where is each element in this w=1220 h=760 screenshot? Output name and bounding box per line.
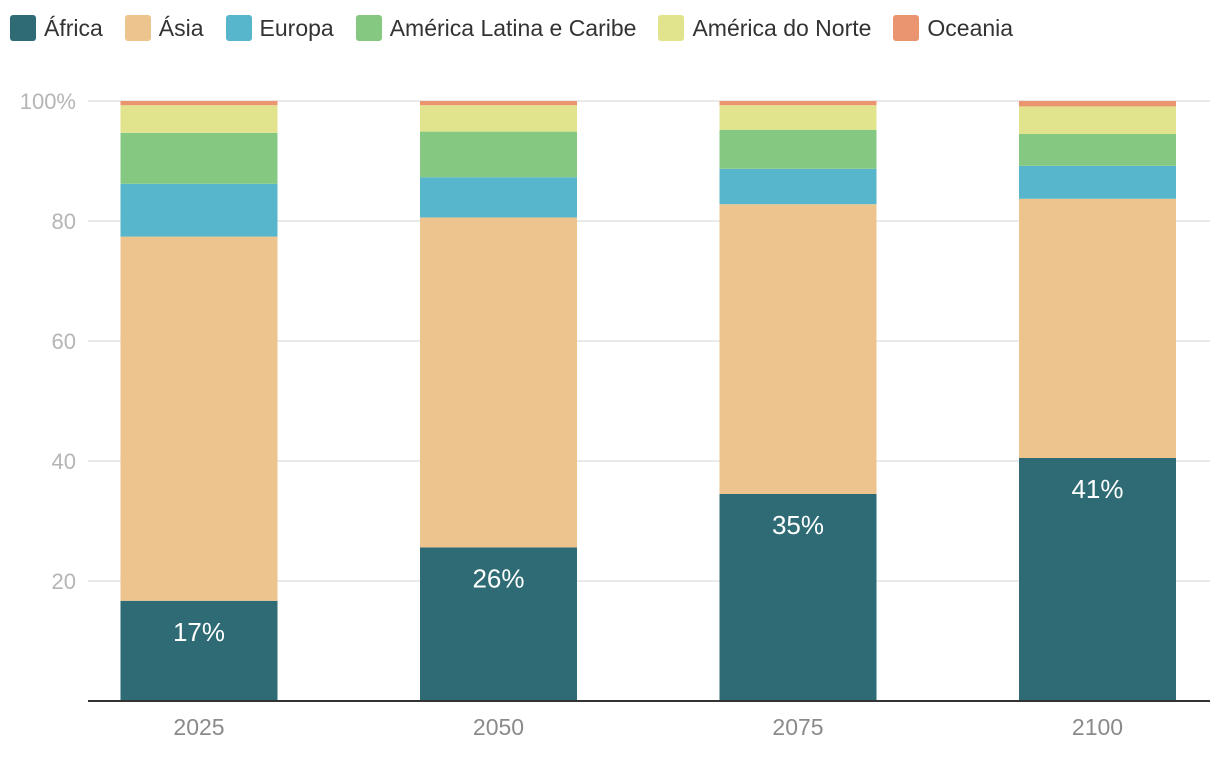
legend-item-america-do-norte: América do Norte bbox=[658, 15, 871, 42]
bar-segment-asia-2050 bbox=[420, 217, 577, 548]
y-tick-label: 40 bbox=[52, 449, 76, 474]
bar-segment-europa-2050 bbox=[420, 177, 577, 218]
y-tick-label: 80 bbox=[52, 209, 76, 234]
bar-segment-oceania-2075 bbox=[719, 101, 877, 106]
bar-segment-america-latina-e-caribe-2100 bbox=[1019, 134, 1176, 166]
bar-segment-europa-2075 bbox=[719, 168, 877, 205]
bar-segment-africa-2100 bbox=[1019, 458, 1176, 701]
legend-swatch bbox=[124, 15, 151, 41]
bar-segment-europa-2025 bbox=[120, 183, 278, 237]
bar-segment-oceania-2025 bbox=[120, 101, 278, 106]
legend-item-asia: Ásia bbox=[124, 14, 204, 42]
bar-segment-asia-2075 bbox=[719, 204, 877, 494]
legend-label: Europa bbox=[259, 14, 334, 41]
data-label-2050: 26% bbox=[472, 563, 524, 593]
legend-label: América do Norte bbox=[692, 14, 872, 41]
bar-segment-asia-2100 bbox=[1019, 198, 1176, 459]
y-tick-label: 100% bbox=[20, 89, 76, 114]
bar-segment-america-do-norte-2100 bbox=[1019, 106, 1176, 134]
bar-segment-africa-2050 bbox=[420, 547, 577, 701]
legend-swatch bbox=[658, 15, 685, 41]
x-tick-label: 2075 bbox=[772, 714, 823, 740]
bar-segment-africa-2025 bbox=[120, 600, 278, 701]
bar-segment-america-do-norte-2075 bbox=[719, 105, 877, 130]
legend-swatch bbox=[225, 15, 252, 41]
legend-label: África bbox=[44, 14, 103, 41]
legend-swatch bbox=[893, 15, 920, 41]
legend-swatch bbox=[355, 15, 382, 41]
legend-label: América Latina e Caribe bbox=[389, 14, 637, 41]
legend-item-oceania: Oceania bbox=[893, 15, 1013, 42]
legend-swatch bbox=[10, 15, 36, 41]
legend-label: Ásia bbox=[158, 14, 204, 41]
bar-segment-america-do-norte-2025 bbox=[120, 105, 278, 133]
bar-segment-asia-2025 bbox=[120, 236, 278, 601]
bar-segment-europa-2100 bbox=[1019, 165, 1176, 199]
chart-legend: África Ásia Europa América Latina e Caribe A… bbox=[10, 12, 1035, 44]
legend-item-europa: Europa bbox=[225, 14, 334, 42]
x-tick-label: 2025 bbox=[173, 714, 224, 740]
bar-segment-africa-2075 bbox=[719, 494, 877, 701]
bar-segment-america-do-norte-2050 bbox=[420, 105, 577, 132]
bar-segment-america-latina-e-caribe-2075 bbox=[719, 129, 877, 169]
y-tick-label: 60 bbox=[52, 329, 76, 354]
legend-item-africa: África bbox=[10, 15, 103, 42]
x-tick-label: 2050 bbox=[473, 714, 524, 740]
data-label-2075: 35% bbox=[772, 510, 824, 540]
data-label-2100: 41% bbox=[1071, 474, 1123, 504]
legend-item-america-latina-e-caribe: América Latina e Caribe bbox=[355, 14, 637, 42]
legend-label: Oceania bbox=[927, 14, 1014, 41]
bar-segment-oceania-2100 bbox=[1019, 101, 1176, 107]
x-tick-label: 2100 bbox=[1072, 714, 1123, 740]
bar-segment-america-latina-e-caribe-2050 bbox=[420, 131, 577, 178]
bar-segment-america-latina-e-caribe-2025 bbox=[120, 132, 278, 184]
y-tick-label: 20 bbox=[52, 569, 76, 594]
bar-segment-oceania-2050 bbox=[420, 101, 577, 106]
data-label-2025: 17% bbox=[173, 617, 225, 647]
